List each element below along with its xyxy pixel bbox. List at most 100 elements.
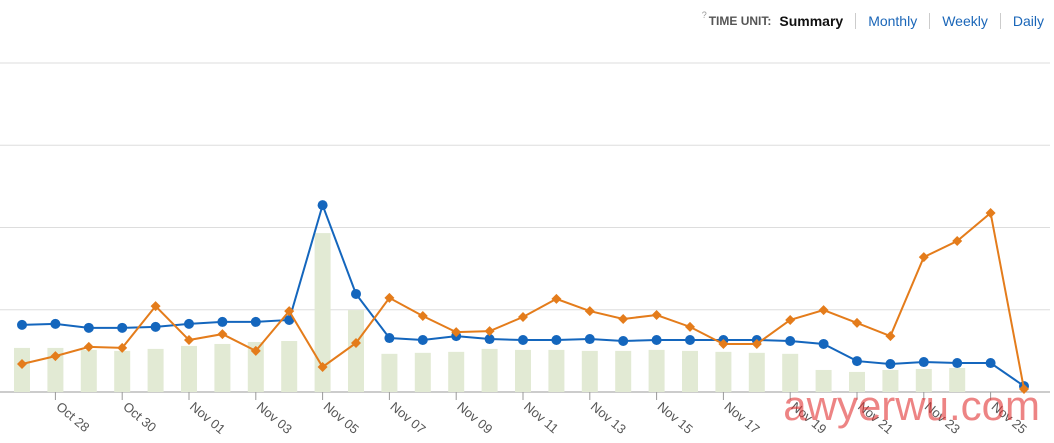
- point: [952, 358, 963, 369]
- time-unit-bar: ? TIME UNIT: Summary Monthly Weekly Dail…: [702, 10, 1044, 32]
- point: [484, 334, 495, 345]
- bar: [80, 349, 97, 392]
- point: [417, 335, 428, 346]
- point: [117, 342, 128, 353]
- point: [384, 292, 395, 303]
- x-tick-label: Nov 11: [521, 399, 561, 436]
- bar: [882, 369, 899, 392]
- bar: [748, 352, 765, 392]
- point: [351, 288, 361, 299]
- point: [551, 335, 562, 346]
- point: [217, 329, 228, 340]
- bar: [581, 350, 598, 392]
- current-unit: Summary: [779, 13, 844, 29]
- bar: [214, 343, 231, 392]
- bar: [147, 348, 164, 392]
- point: [852, 356, 862, 367]
- bar: [348, 310, 364, 392]
- point: [518, 311, 528, 322]
- help-icon[interactable]: ?: [701, 10, 707, 20]
- x-tick-label: Nov 17: [721, 399, 762, 437]
- point: [284, 306, 295, 317]
- x-tick-label: Nov 15: [655, 399, 696, 437]
- point: [885, 359, 896, 370]
- bar: [548, 349, 565, 392]
- bar: [448, 351, 465, 392]
- x-tick-label: Nov 01: [187, 399, 228, 437]
- bar: [114, 350, 131, 392]
- point: [83, 341, 94, 352]
- x-tick-label: Nov 09: [454, 399, 495, 437]
- point: [150, 321, 161, 332]
- unit-link[interactable]: Weekly: [929, 13, 1000, 29]
- unit-link[interactable]: Daily: [999, 13, 1044, 29]
- point: [651, 335, 662, 346]
- unit-link[interactable]: Monthly: [855, 13, 929, 29]
- point: [17, 359, 27, 370]
- watermark: awyerwu.com: [783, 382, 1040, 429]
- bar: [281, 341, 298, 392]
- point: [785, 314, 796, 325]
- point: [184, 318, 194, 329]
- bar: [715, 351, 732, 392]
- point: [785, 336, 796, 347]
- point: [384, 333, 395, 344]
- point: [985, 208, 996, 219]
- point: [685, 335, 695, 346]
- point: [284, 314, 295, 325]
- bar: [314, 233, 331, 392]
- bar: [815, 369, 832, 392]
- point: [417, 311, 428, 322]
- point: [50, 318, 61, 329]
- point: [217, 316, 228, 327]
- point: [50, 351, 61, 362]
- point: [518, 335, 528, 346]
- bar: [181, 345, 197, 392]
- x-tick-label: Nov 05: [321, 399, 362, 437]
- bar: [481, 348, 498, 392]
- bar: [615, 350, 632, 392]
- x-tick-label: Nov 13: [588, 399, 629, 437]
- point: [952, 235, 963, 246]
- x-tick-label: Nov 07: [387, 399, 428, 437]
- point: [584, 334, 595, 345]
- point: [751, 338, 762, 349]
- bar: [782, 353, 799, 392]
- bar: [414, 352, 431, 392]
- point: [317, 200, 328, 211]
- point: [651, 310, 662, 321]
- point: [818, 305, 829, 316]
- point: [150, 301, 161, 312]
- bar: [247, 341, 264, 392]
- point: [250, 316, 261, 327]
- point: [551, 293, 562, 304]
- point: [918, 252, 929, 263]
- point: [818, 338, 829, 349]
- bar: [381, 353, 398, 392]
- point: [184, 335, 194, 346]
- point: [17, 319, 27, 330]
- point: [117, 322, 128, 333]
- point: [351, 337, 361, 348]
- point: [83, 322, 94, 333]
- point: [618, 313, 629, 324]
- point: [985, 358, 996, 369]
- point: [885, 331, 896, 342]
- bar: [47, 347, 64, 392]
- bar: [515, 349, 531, 392]
- point: [1019, 384, 1029, 395]
- bar: [915, 368, 932, 392]
- x-tick-label: Oct 28: [53, 399, 92, 435]
- bar: [949, 367, 966, 392]
- time-unit-label: TIME UNIT:: [708, 14, 772, 28]
- point: [685, 321, 695, 332]
- point: [250, 345, 261, 356]
- x-tick-label: Nov 03: [254, 399, 295, 437]
- point: [618, 336, 629, 347]
- point: [451, 327, 462, 338]
- point: [918, 357, 929, 368]
- point: [584, 306, 595, 317]
- point: [317, 361, 328, 372]
